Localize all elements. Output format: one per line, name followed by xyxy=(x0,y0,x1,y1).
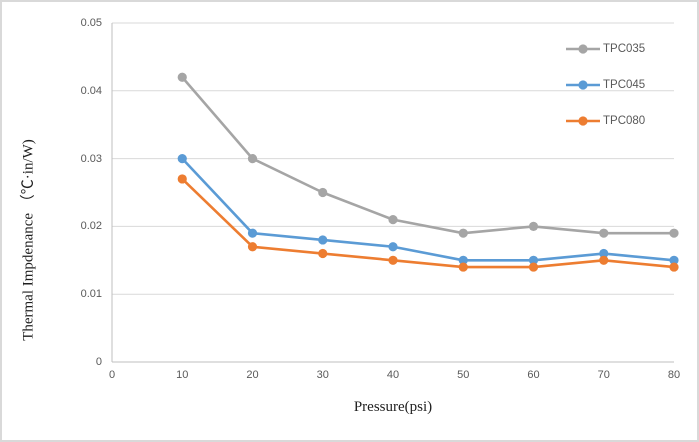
x-axis-title: Pressure(psi) xyxy=(353,399,433,415)
y-tick-label: 0.04 xyxy=(80,84,102,97)
data-point-TPC035 xyxy=(528,221,539,231)
data-point-TPC035 xyxy=(388,215,398,225)
legend-label: TPC080 xyxy=(603,115,646,127)
legend-label: TPC035 xyxy=(603,43,646,55)
data-point-TPC045 xyxy=(528,255,539,265)
x-tick-label: 80 xyxy=(667,369,681,381)
x-tick-label: 20 xyxy=(246,369,259,381)
legend: TPC035 TPC045 TPC080 xyxy=(566,31,645,139)
series-line-TPC045 xyxy=(180,157,676,262)
y-tick-label: 0.02 xyxy=(80,220,102,233)
data-point-TPC080 xyxy=(388,255,398,265)
y-tick-label: 0 xyxy=(95,356,102,368)
data-point-TPC080 xyxy=(247,242,258,252)
legend-line-marker-icon xyxy=(566,80,600,90)
data-point-TPC035 xyxy=(458,228,468,238)
data-point-TPC080 xyxy=(177,174,187,184)
y-axis-title: Thermal Impdenance （℃·in/W) xyxy=(20,139,37,341)
data-point-TPC080 xyxy=(669,262,679,272)
series-line-TPC080 xyxy=(180,177,676,269)
legend-item-TPC045: TPC045 xyxy=(566,67,645,103)
data-point-TPC045 xyxy=(247,228,258,238)
x-tick-label: 50 xyxy=(457,369,470,381)
data-point-TPC080 xyxy=(599,255,609,265)
data-point-TPC045 xyxy=(458,255,468,265)
legend-marker xyxy=(578,116,588,126)
y-tick-label: 0.03 xyxy=(80,152,102,165)
legend-item-TPC080: TPC080 xyxy=(566,103,645,139)
x-tick-label: 30 xyxy=(316,369,329,381)
data-point-TPC080 xyxy=(318,248,328,259)
data-point-TPC045 xyxy=(669,255,679,265)
x-tick-label: 40 xyxy=(386,369,400,381)
data-point-TPC045 xyxy=(388,242,398,252)
data-point-TPC080 xyxy=(528,262,539,272)
data-point-TPC045 xyxy=(318,235,328,245)
legend-line-marker-icon xyxy=(566,44,600,54)
x-tick-label: 70 xyxy=(597,369,610,381)
series-line-TPC035 xyxy=(180,75,676,235)
x-tick-label: 0 xyxy=(108,369,116,381)
y-tick-label: 0.05 xyxy=(80,17,102,29)
legend-marker xyxy=(578,80,588,90)
x-tick-label: 10 xyxy=(176,369,189,381)
data-point-TPC035 xyxy=(599,228,609,238)
legend-marker xyxy=(578,44,588,54)
data-point-TPC080 xyxy=(458,262,468,272)
data-point-TPC035 xyxy=(669,228,679,238)
data-point-TPC035 xyxy=(177,72,187,82)
data-point-TPC035 xyxy=(318,187,328,198)
legend-label: TPC045 xyxy=(603,79,646,91)
legend-item-TPC035: TPC035 xyxy=(566,31,645,67)
data-point-TPC045 xyxy=(599,248,609,259)
data-point-TPC035 xyxy=(247,154,258,164)
x-tick-label: 60 xyxy=(527,369,540,381)
data-point-TPC045 xyxy=(177,154,187,164)
legend-line-marker-icon xyxy=(566,116,600,126)
y-tick-label: 0.01 xyxy=(80,288,102,301)
